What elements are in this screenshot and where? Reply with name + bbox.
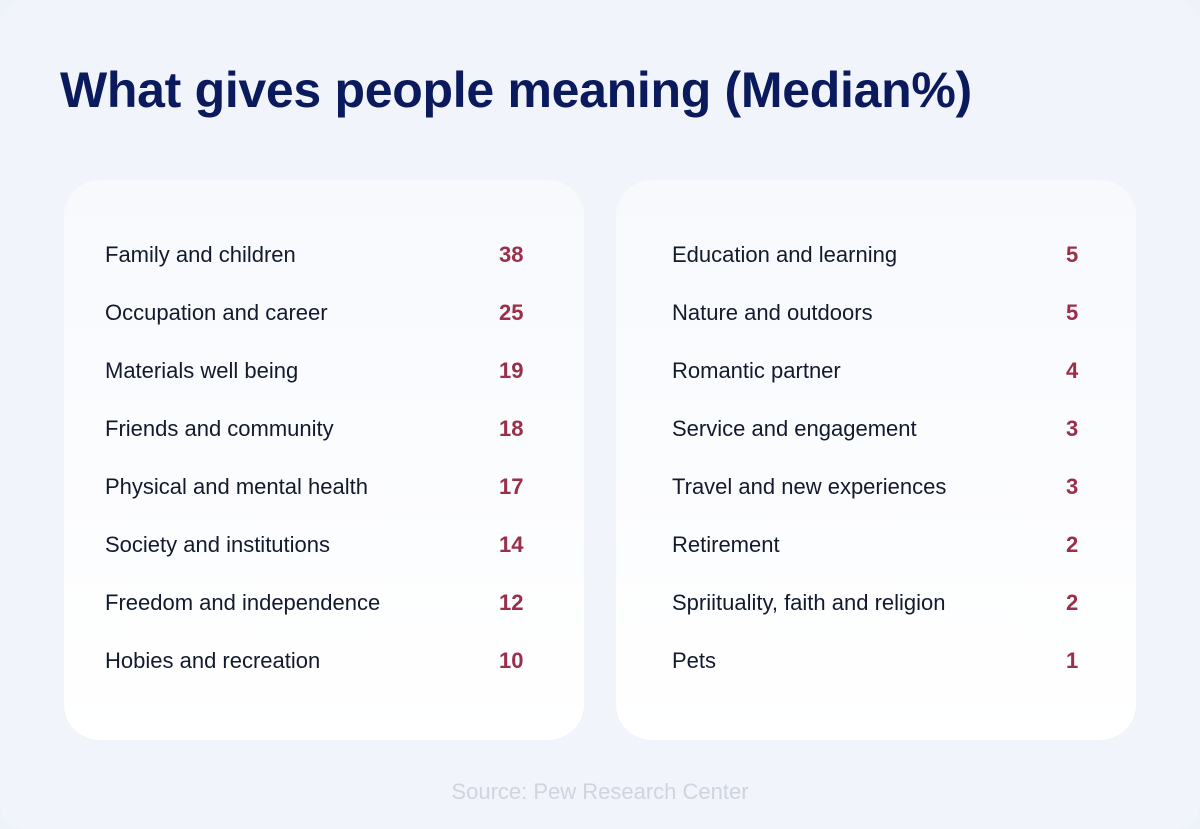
row-label: Travel and new experiences <box>672 474 947 499</box>
row-label: Service and engagement <box>672 416 917 441</box>
row-value: 12 <box>499 590 524 615</box>
row-label: Physical and mental health <box>105 474 368 499</box>
row-label: Nature and outdoors <box>672 300 873 325</box>
source-note: Source: Pew Research Center <box>451 779 749 804</box>
table-row: Spriituality, faith and religion 2 <box>672 580 1080 638</box>
row-label: Materials well being <box>105 358 299 383</box>
table-row: Nature and outdoors 5 <box>672 290 1080 348</box>
table-row: Society and institutions 14 <box>105 522 529 580</box>
row-value: 19 <box>499 358 524 383</box>
table-row: Freedom and independence 12 <box>105 580 529 638</box>
row-value: 10 <box>499 648 524 673</box>
row-value: 3 <box>1066 416 1079 441</box>
row-value: 3 <box>1066 474 1079 499</box>
chart-title: What gives people meaning (Median%) <box>60 62 972 118</box>
table-row: Travel and new experiences 3 <box>672 464 1080 522</box>
row-value: 18 <box>499 416 524 441</box>
table-row: Pets 1 <box>672 638 1080 696</box>
row-value: 2 <box>1066 590 1079 615</box>
row-label: Occupation and career <box>105 300 328 325</box>
right-panel: Education and learning 5 Nature and outdoo… <box>616 180 1136 740</box>
table-row: Occupation and career 25 <box>105 290 529 348</box>
row-label: Family and children <box>105 242 296 267</box>
right-rows: Education and learning 5 Nature and outdoo… <box>672 232 1080 696</box>
table-row: Hobies and recreation 10 <box>105 638 529 696</box>
left-panel: Family and children 38 Occupation and care… <box>64 180 584 740</box>
left-rows: Family and children 38 Occupation and care… <box>105 232 529 696</box>
row-label: Pets <box>672 648 717 673</box>
row-label: Friends and community <box>105 416 334 441</box>
table-row: Romantic partner 4 <box>672 348 1080 406</box>
table-row: Education and learning 5 <box>672 232 1080 290</box>
row-value: 5 <box>1066 300 1079 325</box>
row-label: Society and institutions <box>105 532 331 557</box>
table-row: Service and engagement 3 <box>672 406 1080 464</box>
row-label: Retirement <box>672 532 780 557</box>
row-value: 4 <box>1066 358 1079 383</box>
row-value: 14 <box>499 532 524 557</box>
row-value: 5 <box>1066 242 1079 267</box>
row-label: Hobies and recreation <box>105 648 321 673</box>
row-label: Spriituality, faith and religion <box>672 590 946 615</box>
row-value: 1 <box>1066 648 1079 673</box>
table-row: Friends and community 18 <box>105 406 529 464</box>
table-row: Retirement 2 <box>672 522 1080 580</box>
row-value: 38 <box>499 242 524 267</box>
row-value: 25 <box>499 300 524 325</box>
row-value: 2 <box>1066 532 1079 557</box>
row-label: Education and learning <box>672 242 898 267</box>
table-row: Physical and mental health 17 <box>105 464 529 522</box>
row-value: 17 <box>499 474 524 499</box>
table-row: Family and children 38 <box>105 232 529 290</box>
row-label: Romantic partner <box>672 358 841 383</box>
table-row: Materials well being 19 <box>105 348 529 406</box>
row-label: Freedom and independence <box>105 590 381 615</box>
